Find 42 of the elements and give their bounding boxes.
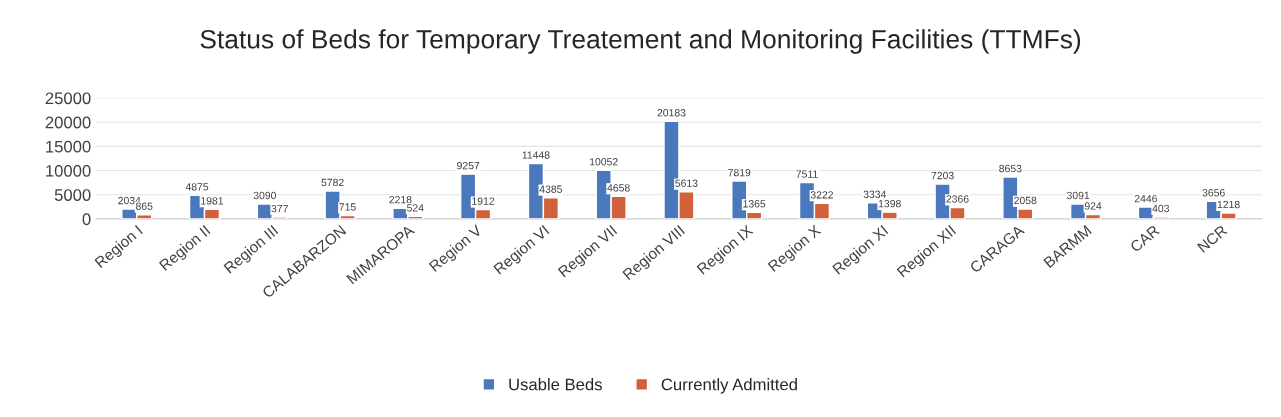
- y-tick-label: 5000: [54, 189, 91, 201]
- data-label: 524: [407, 204, 424, 212]
- data-label: 10052: [590, 158, 618, 166]
- data-label: 3222: [810, 191, 833, 199]
- data-label: 1981: [201, 197, 224, 205]
- legend-label: Usable Beds: [509, 378, 602, 391]
- chart-title: Status of Beds for Temporary Treatement and Monitoring Facilities (TTMFs): [200, 29, 1081, 54]
- data-label: 5613: [675, 179, 698, 187]
- legend-label: Currently Admitted: [661, 378, 797, 394]
- data-label: 3091: [1066, 191, 1090, 200]
- data-label: 5782: [321, 178, 344, 187]
- data-label: 924: [1084, 202, 1102, 210]
- data-label: 4658: [607, 184, 630, 192]
- data-label: 1912: [472, 197, 495, 205]
- data-label: 8653: [999, 164, 1022, 173]
- data-label: 403: [1152, 204, 1170, 213]
- data-label: 3656: [1202, 189, 1225, 197]
- y-tick-label: 25000: [45, 92, 91, 105]
- y-tick-label: 10000: [46, 164, 91, 177]
- data-label: 1218: [1217, 200, 1240, 209]
- y-tick-label: 15000: [46, 140, 91, 153]
- data-label: 11448: [522, 151, 550, 159]
- data-label: 9257: [457, 161, 480, 170]
- data-label: 7819: [728, 168, 751, 177]
- data-label: 2058: [1014, 196, 1037, 205]
- data-label: 377: [271, 204, 288, 213]
- data-label: 715: [339, 203, 356, 211]
- data-label: 1398: [878, 199, 901, 208]
- data-label: 3090: [253, 191, 277, 200]
- data-label: 20183: [657, 109, 686, 117]
- data-label: 3334: [863, 190, 887, 198]
- data-label: 2366: [946, 195, 969, 203]
- data-label: 7511: [796, 170, 818, 178]
- y-tick-label: 0: [82, 213, 91, 226]
- data-label: 4875: [185, 183, 209, 191]
- data-label: 7203: [931, 171, 954, 180]
- data-label: 4385: [539, 185, 562, 193]
- y-tick-label: 20000: [45, 116, 91, 129]
- data-label: 1365: [743, 200, 766, 208]
- data-label: 2446: [1134, 194, 1158, 203]
- data-label: 2218: [389, 195, 412, 204]
- x-tick-label: CAR: [1129, 224, 1161, 253]
